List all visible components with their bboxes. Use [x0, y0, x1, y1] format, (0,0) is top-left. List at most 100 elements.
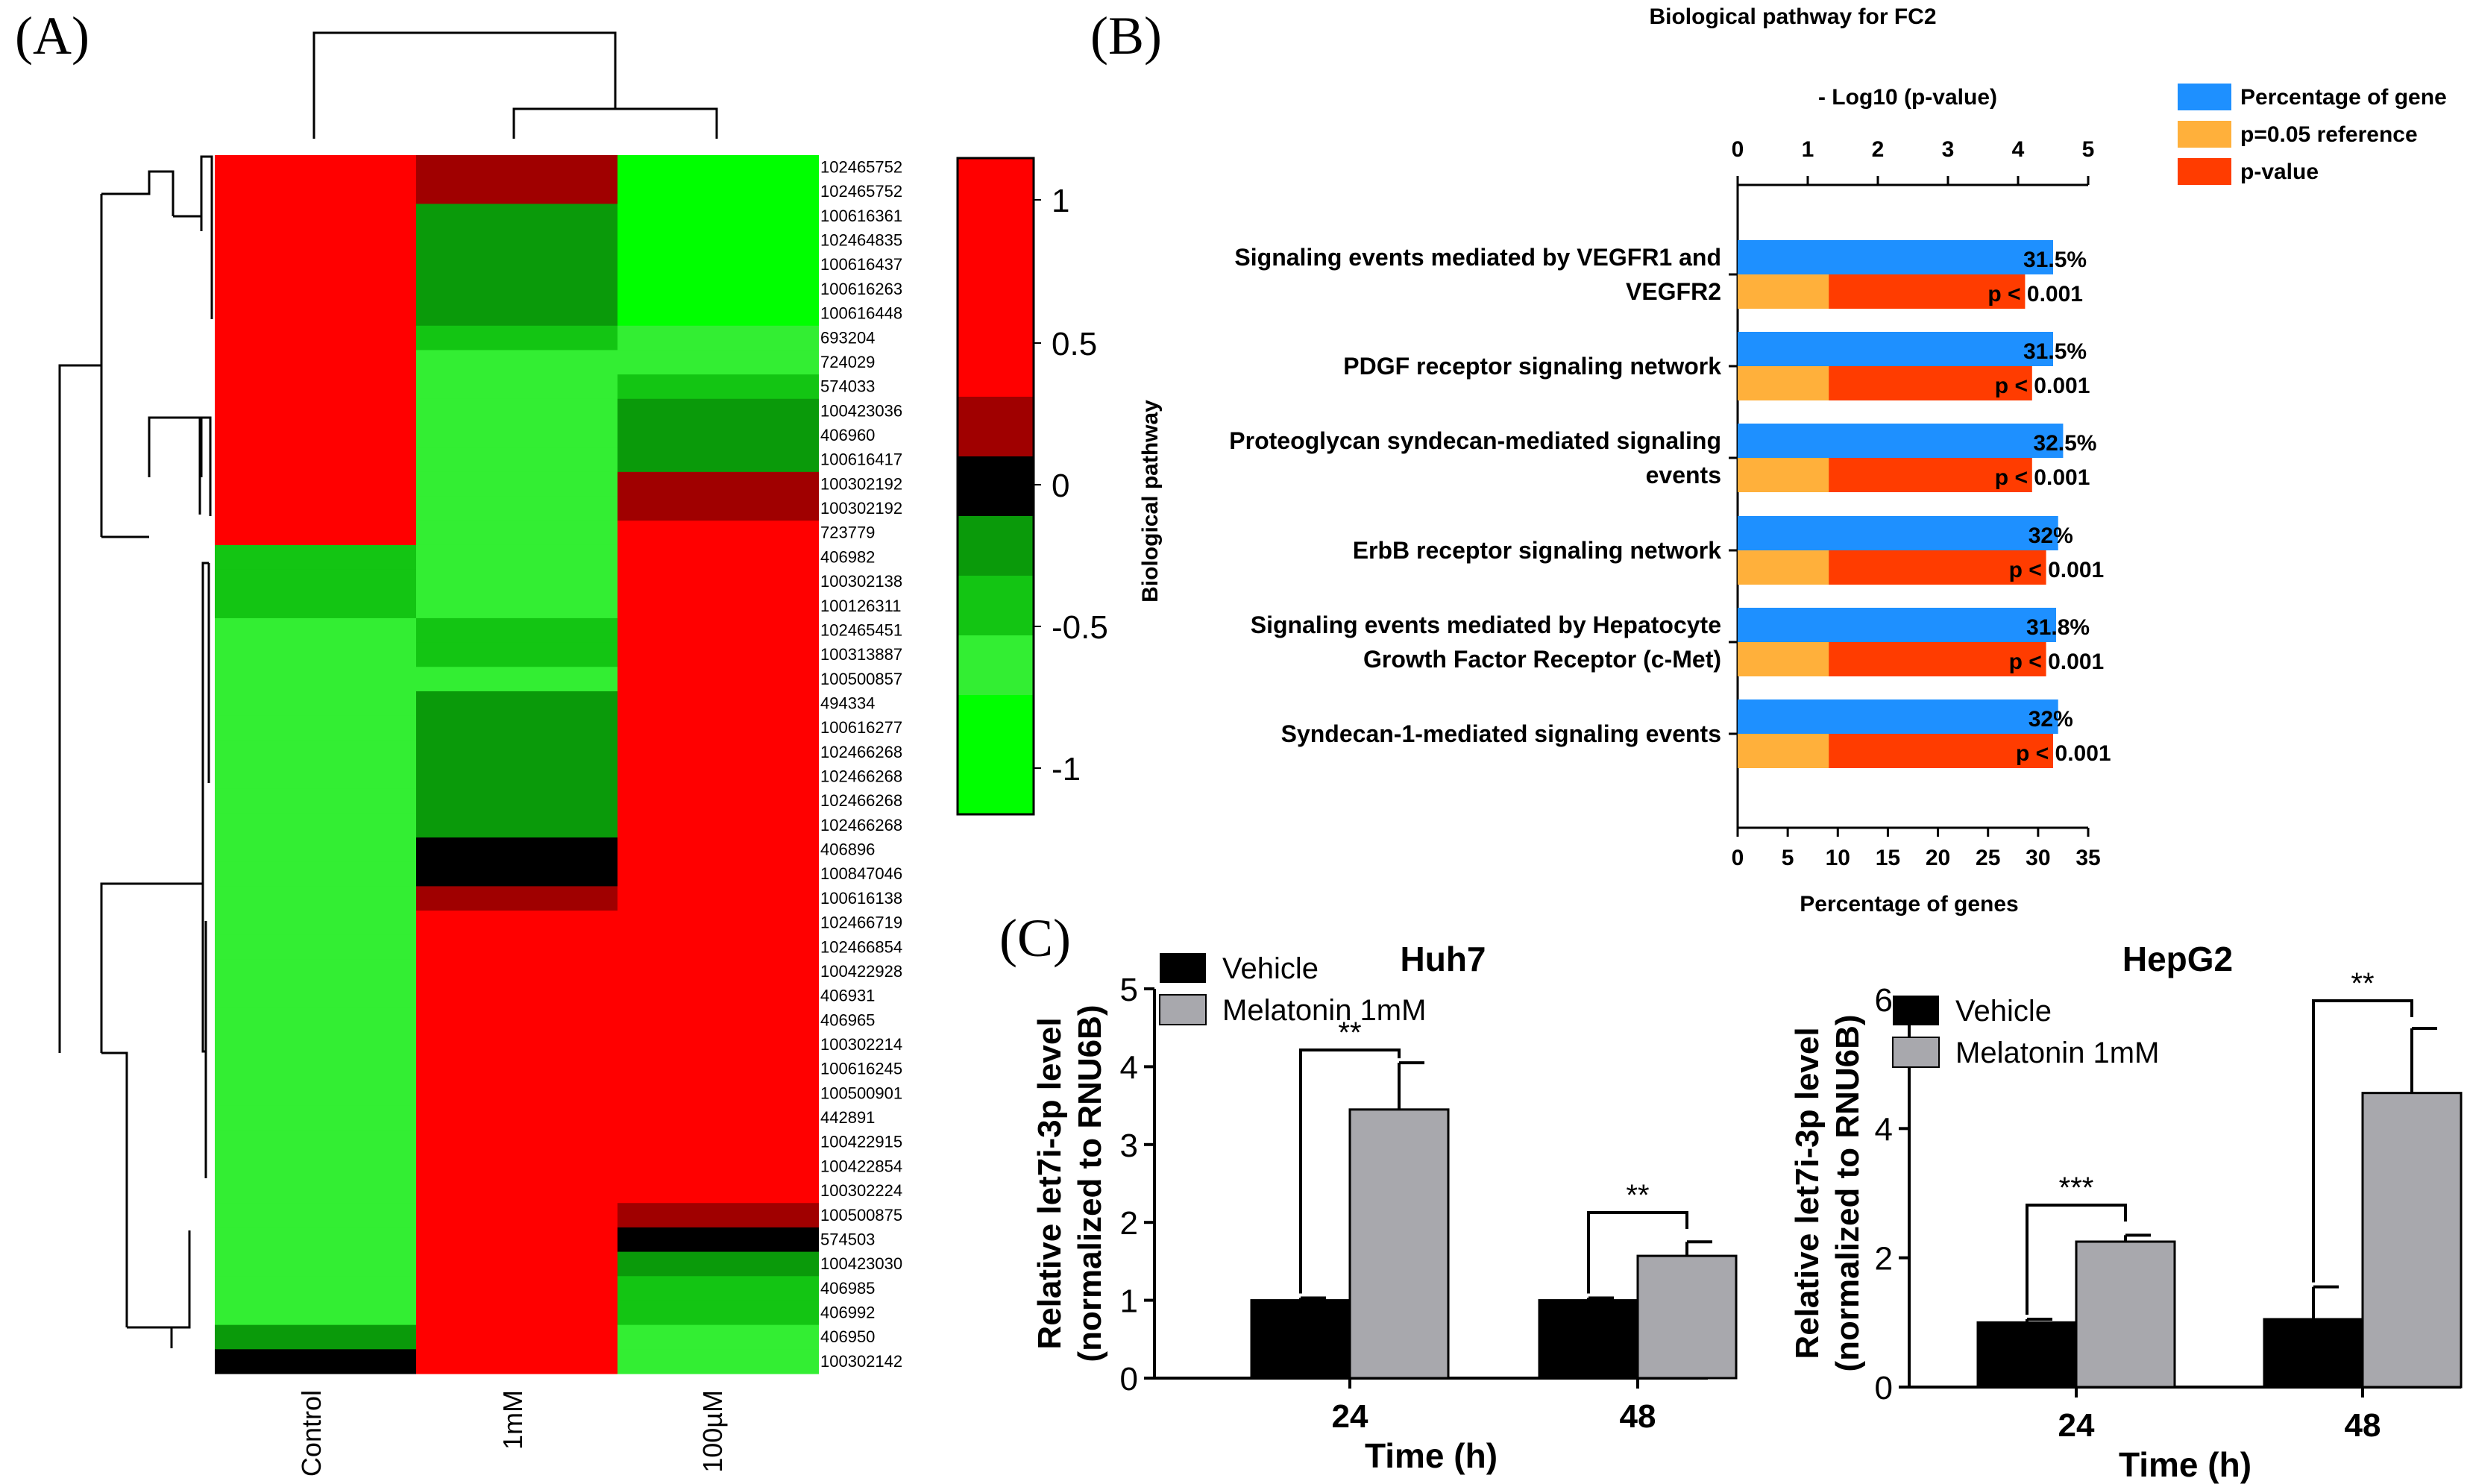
top-axis-tick-label: 3	[1942, 137, 1955, 162]
heatmap-cell	[416, 788, 618, 814]
heatmap-cell	[618, 1130, 819, 1155]
heatmap-cell	[618, 398, 819, 424]
heatmap-cell	[618, 569, 819, 594]
legend-label-melatonin: Melatonin 1mM	[1222, 994, 1426, 1027]
heatmap-row-label: 100126311	[820, 597, 902, 615]
bottom-axis-tick-label: 25	[1976, 846, 2000, 870]
heatmap-row-label: 693204	[820, 328, 875, 347]
legend-swatch-pvalue	[2178, 158, 2231, 185]
legend-swatch-vehicle	[1893, 996, 1939, 1025]
heatmap-cell	[618, 740, 819, 765]
pvalue-label: p < 0.001	[2009, 558, 2105, 582]
pvalue-label: p < 0.001	[1995, 374, 2090, 398]
heatmap-cell	[215, 1154, 416, 1180]
heatmap-cell	[416, 301, 618, 327]
heatmap-row-label: 102465752	[820, 182, 902, 201]
heatmap-cell	[618, 667, 819, 692]
heatmap-cell	[618, 642, 819, 667]
heatmap-column-label: Control	[296, 1390, 327, 1477]
bottom-axis-tick-label: 35	[2075, 846, 2100, 870]
bar-y-label-line1: Relative let7i-3p level	[1789, 1027, 1826, 1359]
heatmap-row-label: 100302224	[820, 1181, 902, 1200]
heatmap-cell	[416, 594, 618, 619]
heatmap-column-label: 1mM	[497, 1390, 528, 1450]
heatmap-column-labels: Control 1mM 100µM	[296, 1390, 728, 1477]
heatmap-row-label: 406950	[820, 1327, 875, 1346]
heatmap	[215, 155, 819, 1374]
heatmap-cell	[416, 179, 618, 204]
bottom-axis-label: Percentage of genes	[1800, 892, 2018, 917]
heatmap-cell	[618, 1251, 819, 1277]
heatmap-cell	[416, 1349, 618, 1374]
heatmap-cell	[215, 861, 416, 887]
heatmap-cell	[618, 594, 819, 619]
colorbar-segment	[958, 516, 1034, 576]
legend-label-percentage: Percentage of gene	[2240, 85, 2447, 110]
heatmap-row-labels: 102465752 102465752 100616361 102464835 1006…	[820, 158, 902, 1371]
pvalue-label: p < 0.001	[1987, 282, 2083, 306]
heatmap-cell	[618, 1300, 819, 1326]
heatmap-cell	[416, 398, 618, 424]
legend-label-melatonin: Melatonin 1mM	[1955, 1037, 2159, 1069]
heatmap-cell	[416, 813, 618, 838]
heatmap-row-label: 406931	[820, 987, 875, 1005]
heatmap-colorbar	[956, 157, 1035, 816]
panel-c-label: (C)	[999, 908, 1071, 968]
top-axis-tick-label: 2	[1872, 137, 1885, 162]
heatmap-cell	[215, 1324, 416, 1350]
colorbar-tick-label: -0.5	[1052, 609, 1108, 646]
heatmap-row-label: 406982	[820, 547, 875, 566]
heatmap-cell	[618, 959, 819, 984]
heatmap-cell	[618, 423, 819, 448]
heatmap-cell	[618, 1105, 819, 1131]
reference-bar	[1738, 550, 1829, 585]
heatmap-cell	[618, 471, 819, 497]
bar-x-tick-label: 24	[2058, 1407, 2095, 1444]
heatmap-cell	[215, 642, 416, 667]
heatmap-cell	[416, 374, 618, 400]
percentage-bar	[1738, 240, 2053, 274]
colorbar-tick-label: 0	[1052, 468, 1069, 504]
legend-swatch-percentage	[2178, 84, 2231, 110]
heatmap-cell	[416, 861, 618, 887]
heatmap-cell	[618, 886, 819, 911]
heatmap-cell	[618, 496, 819, 521]
percentage-label: 32%	[2029, 524, 2073, 548]
heatmap-cell	[618, 521, 819, 546]
heatmap-cell	[618, 350, 819, 375]
heatmap-cell	[416, 1251, 618, 1277]
heatmap-cell	[618, 1057, 819, 1082]
reference-bar	[1738, 366, 1829, 400]
heatmap-cell	[215, 764, 416, 790]
heatmap-row-label: 100616277	[820, 718, 902, 737]
heatmap-cell	[416, 1178, 618, 1204]
colorbar-tick-label: -1	[1052, 751, 1081, 787]
heatmap-cell	[618, 252, 819, 277]
significance-label: **	[1626, 1179, 1649, 1212]
heatmap-cell	[215, 1300, 416, 1326]
heatmap-row-label: 406992	[820, 1304, 875, 1322]
heatmap-cell	[618, 837, 819, 863]
significance-bracket	[1587, 1211, 1688, 1294]
heatmap-row-label: 102465451	[820, 620, 902, 639]
heatmap-cell	[416, 691, 618, 717]
heatmap-cell	[618, 1178, 819, 1204]
top-axis-tick-label: 5	[2082, 137, 2095, 162]
heatmap-cell	[215, 398, 416, 424]
heatmap-row-label: 574033	[820, 377, 875, 396]
heatmap-cell	[618, 861, 819, 887]
heatmap-cell	[416, 837, 618, 863]
heatmap-cell	[416, 1032, 618, 1057]
colorbar-segment	[958, 277, 1034, 338]
bar-y-tick-label: 2	[1875, 1241, 1893, 1277]
row-dendrogram	[58, 155, 213, 1348]
heatmap-cell	[416, 521, 618, 546]
legend-swatch-vehicle	[1160, 953, 1206, 983]
heatmap-cell	[618, 934, 819, 960]
heatmap-cell	[618, 1276, 819, 1301]
vehicle-bar	[1538, 1299, 1639, 1380]
legend-label-pvalue: p-value	[2240, 160, 2319, 184]
heatmap-row-label: 100302142	[820, 1352, 902, 1371]
heatmap-row-label: 406960	[820, 426, 875, 444]
